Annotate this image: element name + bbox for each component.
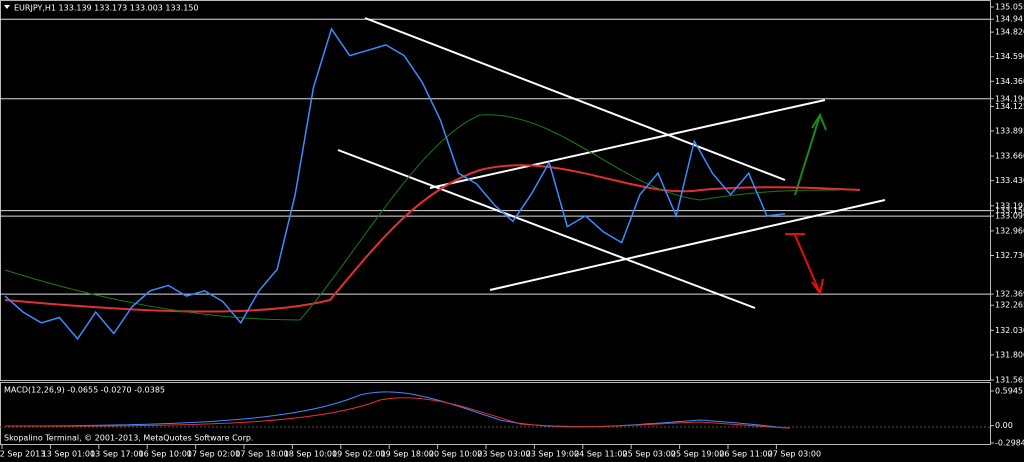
macd-line (4, 391, 791, 429)
down-arrow-head (811, 278, 824, 296)
x-tick-label: 24 Sep 11:00 (574, 450, 627, 459)
y-tick-label: 131.565 (995, 376, 1024, 385)
x-tick-label: 13 Sep 17:00 (90, 450, 143, 459)
y-tick-label: 133.660 (995, 152, 1024, 161)
x-tick-label: 23 Sep 19:00 (526, 450, 579, 459)
x-tick-label: 12 Sep 2013 (0, 450, 45, 459)
up-arrow (794, 114, 821, 196)
y-tick-label: 134.590 (995, 52, 1024, 61)
signal-line (4, 397, 791, 429)
y-tick-label: 134.125 (995, 102, 1024, 111)
y-tick-label: 132.369 (995, 290, 1024, 299)
x-tick-label: 19 Sep 18:00 (380, 450, 433, 459)
y-tick-label: 134.360 (995, 77, 1024, 86)
y-tick-label: 134.196 (995, 94, 1024, 103)
y-tick-label: 132.730 (995, 251, 1024, 260)
main-frame (0, 0, 991, 381)
price-line (4, 27, 786, 341)
y-tick-label: 0.5945 (995, 387, 1023, 396)
macd-frame (0, 382, 991, 445)
trend-line (337, 149, 756, 309)
moving-average (4, 164, 861, 313)
y-tick-label: 133.195 (995, 201, 1024, 210)
trend-line (364, 17, 786, 181)
arrows (785, 112, 827, 296)
y-tick-label: 131.800 (995, 350, 1024, 359)
trend-line (489, 199, 886, 291)
y-tick-label: 132.265 (995, 301, 1024, 310)
x-tick-label: 26 Sep 11:00 (719, 450, 772, 459)
x-tick-label: 20 Sep 10:00 (429, 450, 482, 459)
y-tick-label: -0.2984 (995, 439, 1024, 448)
channel (337, 17, 886, 309)
up-arrow-head (811, 112, 827, 131)
y-tick-label: 132.960 (995, 226, 1024, 235)
y-tick-label: 133.430 (995, 176, 1024, 185)
macd-header: MACD(12,26,9) -0.0655 -0.0270 -0.0385 (4, 386, 165, 395)
y-tick-label: 134.941 (995, 15, 1024, 24)
trend-line (429, 99, 826, 189)
x-tick-label: 16 Sep 10:00 (138, 450, 191, 459)
y-tick-label: 134.820 (995, 28, 1024, 37)
y-tick-label: 135.055 (995, 3, 1024, 12)
x-tick-label: 23 Sep 03:00 (477, 450, 530, 459)
moving-average (4, 114, 841, 321)
y-tick-label: 133.895 (995, 126, 1024, 135)
x-tick-label: 27 Sep 03:00 (768, 450, 821, 459)
x-tick-label: 17 Sep 02:00 (187, 450, 240, 459)
x-tick-label: 25 Sep 03:00 (622, 450, 675, 459)
copyright: Skopalino Terminal, © 2001-2013, MetaQuo… (4, 434, 253, 443)
x-tick-label: 18 Sep 10:00 (284, 450, 337, 459)
x-tick-label: 17 Sep 18:00 (235, 450, 288, 459)
x-tick-label: 13 Sep 01:00 (42, 450, 95, 459)
down-arrow (794, 234, 821, 294)
menu-icon[interactable] (4, 5, 10, 9)
y-tick-label: 132.030 (995, 326, 1024, 335)
chart-header: EURJPY,H1 133.139 133.173 133.003 133.15… (14, 4, 199, 13)
y-tick-label: 133.099 (995, 212, 1024, 221)
levels (0, 18, 990, 295)
y-tick-label: 0.00 (995, 421, 1013, 430)
y-tick-label: 133.150 (995, 206, 1024, 215)
x-tick-label: 25 Sep 19:00 (671, 450, 724, 459)
x-tick-label: 19 Sep 02:00 (332, 450, 385, 459)
